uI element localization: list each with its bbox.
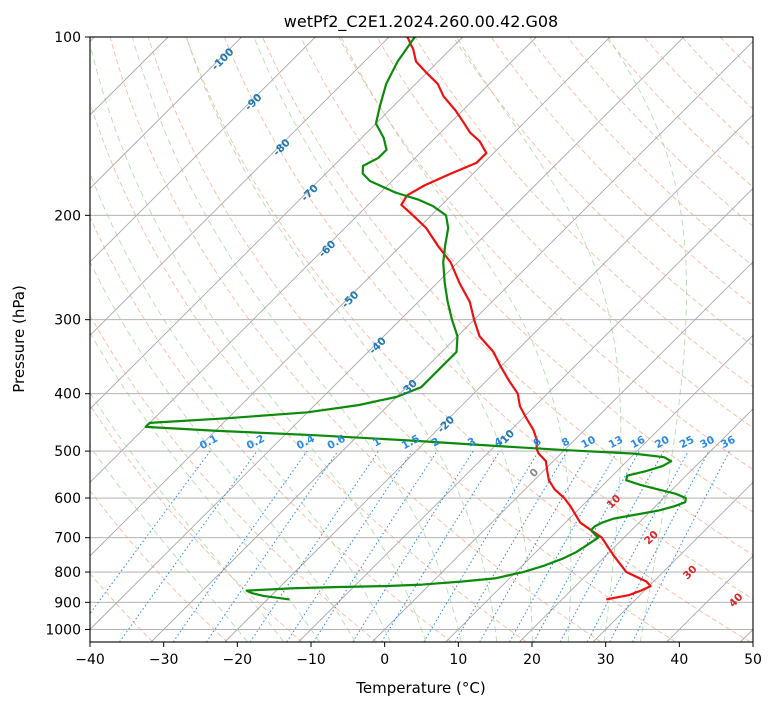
isotherms <box>90 37 753 642</box>
y-tick-label: 200 <box>54 208 81 224</box>
plot-area: 0.1 0.2 0.4 0.6 1 1.5 2 3 4 6 8 10 13 16 20 25 30 36-100-… <box>90 37 753 642</box>
isotherm-line <box>371 261 753 642</box>
y-tick-label: 700 <box>54 531 81 547</box>
mixing-ratio-lines <box>90 450 731 642</box>
temperature-line <box>400 37 652 601</box>
x-tick-label: 0 <box>380 652 389 668</box>
y-axis: 1000 900 800 700 600 500 400 300 200 100 <box>45 30 90 638</box>
dry-adiabat <box>90 404 303 642</box>
mixing-ratio-line <box>533 450 640 642</box>
dry-adiabat <box>262 37 753 556</box>
isotherm-line <box>90 37 611 557</box>
dry-adiabat <box>109 37 602 642</box>
mixing-ratio-line <box>119 450 258 642</box>
x-tick-label: −30 <box>149 652 179 668</box>
mixing-ratio-line <box>352 450 474 642</box>
dry-adiabat <box>376 37 753 429</box>
mixing-ratio-line <box>509 450 618 642</box>
x-tick-label: 10 <box>449 652 467 668</box>
moist-adiabat <box>90 41 427 642</box>
y-axis-title: Pressure (hPa) <box>10 285 28 393</box>
y-tick-label: 300 <box>54 313 81 329</box>
moist-adiabat <box>340 37 572 642</box>
moist-adiabat <box>90 261 356 642</box>
mixing-ratio-line <box>172 450 308 642</box>
plot-area-background <box>90 37 753 642</box>
mixing-ratio-line <box>559 450 665 642</box>
dry-adiabat <box>90 314 378 642</box>
dry-adiabat <box>338 37 753 471</box>
x-tick-label: −40 <box>75 652 105 668</box>
plot-frame <box>89 36 754 643</box>
isotherm-line <box>224 114 753 642</box>
isotherm-line <box>150 40 753 642</box>
moist-adiabat <box>607 37 687 642</box>
moist-adiabat <box>90 445 248 642</box>
mixing-ratio-line <box>313 450 438 642</box>
moist-adiabat <box>90 331 320 642</box>
moist-adiabat <box>90 172 391 642</box>
moist-adiabat <box>131 37 462 642</box>
isotherm-line <box>90 37 316 263</box>
x-axis-title: Temperature (°C) <box>355 679 485 697</box>
x-tick-label: 20 <box>523 652 541 668</box>
moist-adiabat <box>253 37 533 642</box>
y-tick-label: 500 <box>54 444 81 460</box>
mixing-ratio-line <box>205 450 339 642</box>
y-tick-label: 600 <box>54 491 81 507</box>
y-tick-label: 1000 <box>45 622 81 638</box>
isotherm-line <box>90 37 464 410</box>
sounding-series <box>144 37 687 601</box>
mixing-ratio-line <box>286 450 413 642</box>
mixing-ratio-line <box>90 450 211 615</box>
y-tick-label: 100 <box>54 30 81 46</box>
mixing-ratio-line <box>632 450 731 642</box>
isotherm-line <box>90 37 243 190</box>
moist-adiabat <box>90 391 285 642</box>
isotherm-line <box>90 37 390 337</box>
x-axis: −40 −30 −20 −10 0 10 20 30 40 50 <box>75 642 762 668</box>
isotherm-line <box>519 408 753 642</box>
x-tick-label: 50 <box>744 652 762 668</box>
isotherm-line <box>298 187 753 642</box>
dewpoint-line <box>144 37 687 601</box>
dry-adiabat <box>300 37 753 513</box>
isotherm-line <box>592 481 753 642</box>
mixing-ratio-line <box>381 450 501 642</box>
x-tick-label: −20 <box>223 652 253 668</box>
x-tick-label: 30 <box>597 652 615 668</box>
x-tick-label: −10 <box>296 652 326 668</box>
y-tick-label: 800 <box>54 565 81 581</box>
dry-adiabat <box>643 37 753 149</box>
y-tick-label: 900 <box>54 595 81 611</box>
chart-title: wetPf2_C2E1.2024.260.00.42.G08 <box>284 12 558 32</box>
dry-adiabat <box>490 37 753 307</box>
dry-adiabat <box>414 37 753 388</box>
y-tick-label: 400 <box>54 387 81 403</box>
isotherm-line <box>90 37 537 484</box>
dry-adiabat <box>90 216 452 642</box>
dry-adiabat <box>223 37 753 600</box>
dry-adiabat <box>147 37 676 642</box>
mixing-ratio-line <box>249 450 379 642</box>
isotherm-line <box>445 334 753 642</box>
moist-adiabat <box>185 37 498 642</box>
isotherm-line <box>90 37 685 631</box>
x-tick-label: 40 <box>670 652 688 668</box>
dry-adiabat <box>567 37 753 227</box>
